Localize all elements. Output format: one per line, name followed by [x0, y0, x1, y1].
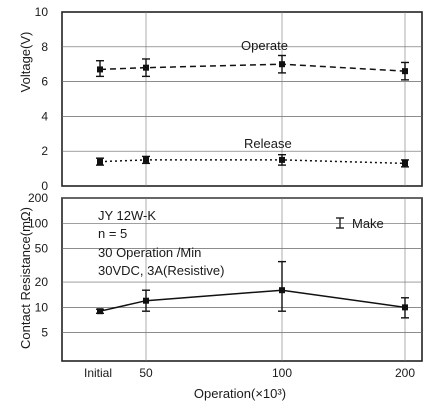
annotation-load: 30VDC, 3A(Resistive) [98, 263, 224, 278]
make-data-point [279, 287, 285, 294]
legend-label: Make [352, 216, 384, 231]
release-data-point [97, 158, 103, 165]
release-data-point [402, 160, 408, 167]
x-tick-label: 100 [272, 366, 292, 380]
voltage-tick-label: 10 [35, 5, 49, 19]
make-data-point [402, 304, 408, 311]
operate-series-line [99, 63, 406, 72]
annotation-sample-size: n = 5 [98, 226, 127, 241]
resistance-tick-label: 20 [35, 275, 49, 289]
voltage-gridlines [62, 46, 422, 152]
make-data-point [143, 297, 149, 304]
x-tick-labels: Initial 50 100 200 [84, 366, 415, 380]
x-tick-label: Initial [84, 366, 112, 380]
operate-data-point [97, 66, 103, 73]
resistance-gridlines [62, 197, 422, 334]
voltage-tick-labels: 0 2 4 6 8 10 [35, 5, 49, 193]
operate-series-label: Operate [241, 38, 288, 53]
release-data-point [143, 156, 149, 163]
operate-data-point [279, 61, 285, 68]
series-layer [96, 54, 409, 319]
legend: Make [336, 216, 384, 231]
resistance-tick-label: 200 [28, 191, 48, 205]
resistance-tick-label: 100 [28, 216, 48, 230]
resistance-tick-label: 10 [35, 300, 49, 314]
voltage-axis-label: Voltage(V) [18, 32, 33, 93]
annotation-model: JY 12W-K [98, 208, 156, 223]
resistance-axis-label: Contact Resistance(mΩ) [18, 207, 33, 349]
voltage-tick-label: 6 [41, 75, 48, 89]
make-data-point [97, 308, 103, 315]
resistance-tick-label: 50 [35, 242, 49, 256]
x-axis-label: Operation(×10³) [194, 386, 286, 401]
voltage-tick-label: 4 [41, 109, 48, 123]
resistance-tick-labels: 5 10 20 50 100 200 [28, 191, 48, 340]
release-data-point [279, 156, 285, 163]
release-series-label: Release [244, 136, 292, 151]
voltage-tick-label: 8 [41, 40, 48, 54]
annotation-rate: 30 Operation /Min [98, 245, 201, 260]
operate-data-point [402, 68, 408, 75]
make-series-line [99, 289, 406, 312]
voltage-tick-label: 0 [41, 179, 48, 193]
resistance-tick-label: 5 [41, 326, 48, 340]
x-tick-label: 200 [395, 366, 415, 380]
operate-data-point [143, 64, 149, 71]
voltage-tick-label: 2 [41, 144, 48, 158]
x-tick-label: 50 [139, 366, 153, 380]
